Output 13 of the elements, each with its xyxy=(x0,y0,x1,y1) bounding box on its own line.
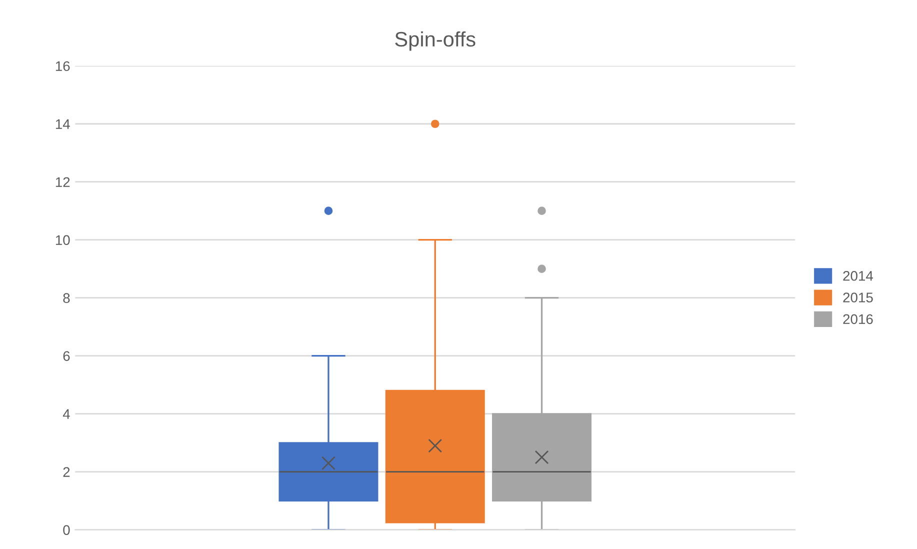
chart-title: Spin-offs xyxy=(395,31,476,51)
legend-label: 2016 xyxy=(843,314,873,324)
y-tick-label: 0 xyxy=(63,525,70,535)
y-tick-label: 10 xyxy=(56,235,70,246)
y-tick-label: 8 xyxy=(63,293,70,303)
legend-label: 2014 xyxy=(843,270,874,281)
y-tick-label: 2 xyxy=(63,467,70,477)
y-tick-label: 14 xyxy=(56,119,70,129)
y-tick-label: 4 xyxy=(62,409,70,419)
y-tick-label: 12 xyxy=(56,177,70,187)
legend-label: 2015 xyxy=(843,292,873,302)
y-tick-label: 6 xyxy=(63,351,70,361)
y-tick-label: 16 xyxy=(56,61,70,72)
